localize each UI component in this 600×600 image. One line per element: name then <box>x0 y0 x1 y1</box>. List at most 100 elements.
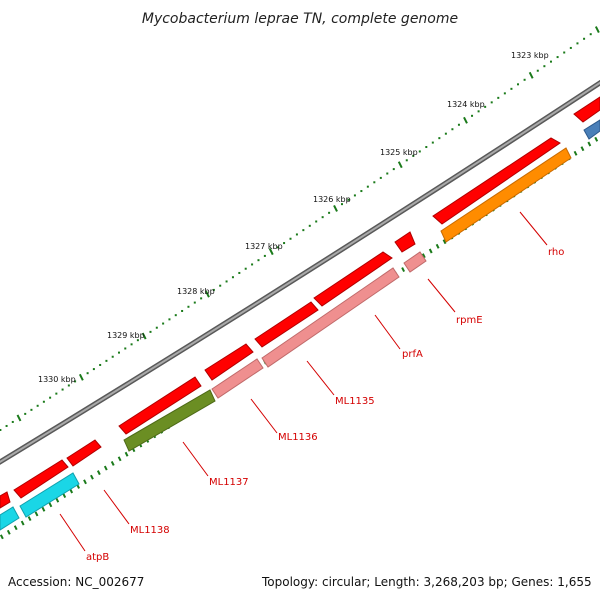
tick-label-1329: 1329 kbp <box>107 331 145 340</box>
ruler-major-tick <box>78 373 84 381</box>
cds-feature <box>432 137 561 225</box>
ruler-minor-dot <box>83 479 87 485</box>
ruler-minor-dot <box>353 194 356 197</box>
tick-label-1323: 1323 kbp <box>511 51 549 60</box>
gene-label-prfA: prfA <box>402 349 423 360</box>
cds-feature <box>313 251 393 307</box>
ruler-minor-dot <box>263 254 266 257</box>
gene-label-rho: rho <box>548 247 564 258</box>
ruler-minor-dot <box>136 339 139 342</box>
ruler-minor-dot <box>503 92 506 95</box>
ruler-minor-dot <box>5 424 8 427</box>
ruler-minor-dot <box>49 396 52 399</box>
cds-feature <box>66 439 102 467</box>
ruler-minor-dot <box>20 520 25 526</box>
ruler-major-tick <box>463 116 468 124</box>
gene-feature-rho <box>440 147 572 243</box>
ruler-major-tick <box>594 26 600 34</box>
ruler-minor-dot <box>431 141 434 144</box>
ruler-minor-dot <box>573 150 578 156</box>
gene-label-ML1137: ML1137 <box>209 477 249 488</box>
gene-feature-atpB <box>0 506 20 531</box>
gene-label-ML1136: ML1136 <box>278 432 318 443</box>
ruler-minor-dot <box>308 224 311 227</box>
ruler-minor-dot <box>321 216 324 219</box>
ruler-minor-dot <box>36 404 39 407</box>
ruler-minor-dot <box>549 60 552 63</box>
accession-text: Accession: NC_002677 <box>8 575 144 589</box>
ruler-minor-dot <box>283 242 286 245</box>
ruler-minor-dot <box>13 525 18 531</box>
cds-feature <box>0 491 11 509</box>
ruler-minor-dot <box>471 114 474 117</box>
ruler-minor-dot <box>155 326 158 329</box>
ruler-minor-dot <box>477 110 480 113</box>
gene-label-atpB: atpB <box>86 552 109 563</box>
ruler-minor-dot <box>92 368 95 371</box>
topology-text: Topology: circular; Length: 3,268,203 bp… <box>261 575 592 589</box>
ruler-minor-dot <box>41 506 46 512</box>
ruler-minor-dot <box>117 351 120 354</box>
leader-line-prfA <box>374 314 401 350</box>
ruler-minor-dot <box>457 123 460 126</box>
gene-feature-ML1138 <box>19 472 80 518</box>
ruler-minor-dot <box>55 497 60 503</box>
ruler-minor-dot <box>490 101 493 104</box>
ruler-minor-dot <box>328 211 331 214</box>
ruler-minor-dot <box>594 136 599 142</box>
ruler-minor-dot <box>428 248 433 254</box>
genome-backbone <box>0 79 600 465</box>
ruler-minor-dot <box>569 46 572 49</box>
ruler-minor-dot <box>34 511 39 517</box>
ruler-minor-dot <box>510 87 513 90</box>
ruler-minor-dot <box>61 388 64 391</box>
ruler-minor-dot <box>96 470 101 476</box>
ruler-minor-dots <box>0 33 599 540</box>
leader-line-ML1138 <box>103 489 130 525</box>
ruler-minor-dot <box>484 105 487 108</box>
ruler-minor-dot <box>62 493 67 499</box>
ruler-major-tick <box>528 71 534 79</box>
leader-line-ML1137 <box>182 441 209 477</box>
ruler-minor-dot <box>576 42 579 45</box>
tick-label-1326: 1326 kbp <box>313 195 351 204</box>
ruler-minor-dot <box>517 83 520 86</box>
ruler-minor-dot <box>543 65 546 68</box>
ruler-minor-dot <box>315 220 318 223</box>
ruler-minor-dot <box>257 259 260 262</box>
ruler-minor-dot <box>105 359 108 362</box>
ruler-minor-dot <box>386 172 389 175</box>
ruler-minor-dot <box>193 301 196 304</box>
ruler-minor-dot <box>401 267 406 273</box>
leader-line-rho <box>519 211 548 246</box>
map-title: Mycobacterium leprae TN, complete genome <box>142 11 458 27</box>
ruler-minor-dot <box>444 132 447 135</box>
gene-feature-other <box>583 119 600 140</box>
ruler-minor-dot <box>0 534 4 540</box>
gene-labels: rho rpmE prfA ML1135 ML1136 ML1137 ML113… <box>86 247 564 563</box>
cds-feature <box>394 231 416 253</box>
ruler-major-ticks <box>16 26 600 422</box>
ruler-minor-dot <box>219 284 222 287</box>
ruler-minor-dot <box>360 190 363 193</box>
ruler-minor-dot <box>442 239 447 245</box>
ruler-minor-dot <box>124 451 129 457</box>
ruler-minor-dot <box>536 69 539 72</box>
cds-track <box>0 96 600 509</box>
leader-line-ML1135 <box>306 360 335 396</box>
ruler-minor-dot <box>149 330 152 333</box>
ruler-minor-dot <box>373 181 376 184</box>
leader-line-ML1136 <box>250 398 278 434</box>
ruler-minor-dot <box>438 137 441 140</box>
ruler-minor-dot <box>86 372 89 375</box>
ruler-minor-dot <box>231 276 234 279</box>
gene-feature-ML1137 <box>123 389 216 452</box>
ruler-minor-dot <box>187 305 190 308</box>
tick-label-1330: 1330 kbp <box>38 375 76 384</box>
ruler-minor-dot <box>74 380 77 383</box>
ruler-minor-dot <box>451 128 454 131</box>
ruler-labels: 1323 kbp 1324 kbp 1325 kbp 1326 kbp 1327… <box>38 51 549 384</box>
ruler-minor-dot <box>111 355 114 358</box>
ruler-minor-dot <box>168 318 171 321</box>
ruler-minor-dot <box>0 428 2 431</box>
